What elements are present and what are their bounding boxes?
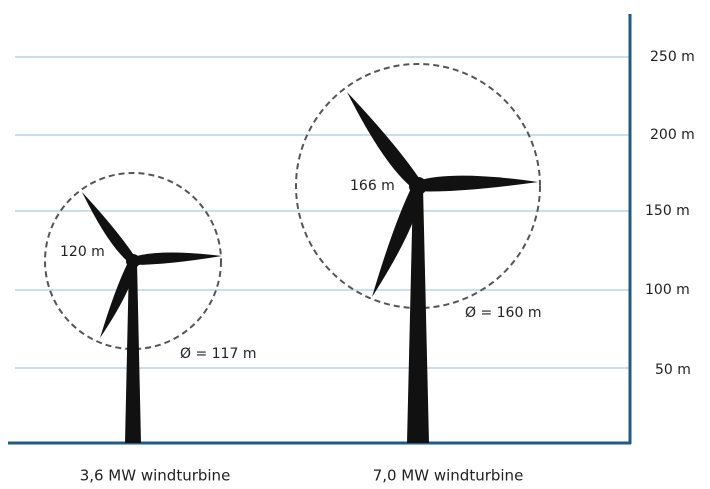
blade <box>99 259 137 338</box>
blade <box>82 191 137 264</box>
turbine-name: 3,6 MW windturbine <box>80 467 231 485</box>
tick-label: 50 m <box>655 362 691 378</box>
tick-label: 150 m <box>645 203 690 219</box>
blade <box>417 175 539 192</box>
hub <box>126 254 140 268</box>
tower <box>125 262 141 443</box>
rotor-circle <box>44 172 222 350</box>
blade <box>132 252 222 265</box>
hub-label: 166 m <box>350 178 395 194</box>
hub <box>409 177 427 195</box>
tick-label: 250 m <box>650 49 695 65</box>
hub-label: 120 m <box>60 244 105 260</box>
rotor <box>82 191 222 338</box>
turbine-name: 7,0 MW windturbine <box>373 467 524 485</box>
rotor <box>346 91 539 297</box>
blade <box>346 91 423 190</box>
diameter-label: Ø = 117 m <box>180 346 256 362</box>
tower <box>407 187 429 443</box>
tick-label: 200 m <box>650 127 695 143</box>
blade <box>372 183 423 297</box>
tick-label: 100 m <box>645 282 690 298</box>
diameter-label: Ø = 160 m <box>465 305 541 321</box>
